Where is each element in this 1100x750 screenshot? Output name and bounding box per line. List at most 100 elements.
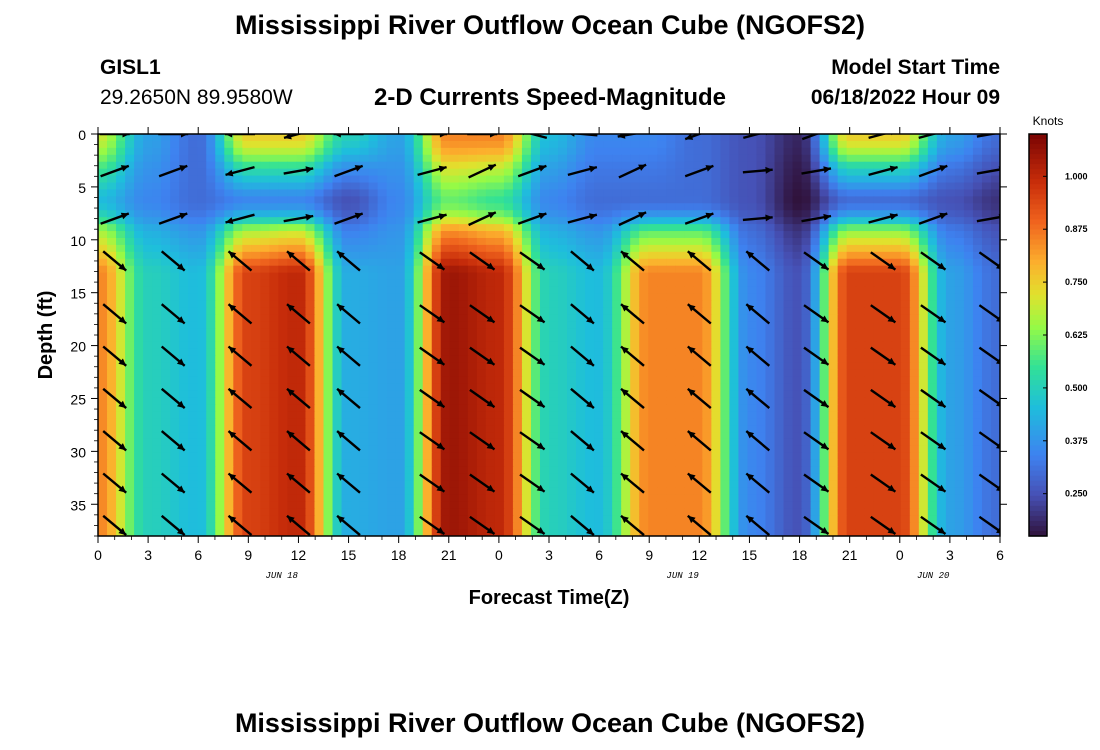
heatmap-cell xyxy=(909,425,920,433)
heatmap-cell xyxy=(567,279,577,288)
heatmap-cell xyxy=(693,321,703,329)
heatmap-cell xyxy=(107,272,117,281)
heatmap-cell xyxy=(395,210,406,218)
heatmap-cell xyxy=(693,237,703,246)
heatmap-cell xyxy=(323,335,334,343)
heatmap-cell xyxy=(314,203,325,211)
heatmap-cell xyxy=(197,265,207,274)
heatmap-cell xyxy=(170,411,180,419)
heatmap-cell xyxy=(639,425,649,433)
heatmap-cell xyxy=(576,314,586,322)
heatmap-cell xyxy=(197,473,207,482)
heatmap-cell xyxy=(440,425,451,433)
heatmap-cell xyxy=(314,335,325,343)
heatmap-cell xyxy=(107,265,117,274)
heatmap-cell xyxy=(521,459,532,468)
heatmap-cell xyxy=(530,459,541,468)
heatmap-cell xyxy=(116,362,126,371)
heatmap-cell xyxy=(404,272,415,281)
heatmap-cell xyxy=(188,189,198,197)
heatmap-cell xyxy=(485,217,496,225)
heatmap-cell xyxy=(530,383,541,392)
heatmap-cell xyxy=(711,265,721,274)
heatmap-cell xyxy=(98,473,108,482)
heatmap-cell xyxy=(936,445,947,454)
heatmap-cell xyxy=(503,445,514,454)
heatmap-cell xyxy=(909,217,920,225)
heatmap-cell xyxy=(359,432,370,440)
heatmap-cell xyxy=(476,154,487,163)
heatmap-cell xyxy=(116,425,126,433)
heatmap-cell xyxy=(558,376,568,385)
heatmap-cell xyxy=(648,432,658,440)
heatmap-cell xyxy=(395,217,406,225)
heatmap-cell xyxy=(503,265,514,274)
heatmap-cell xyxy=(278,231,289,239)
heatmap-cell xyxy=(882,452,893,461)
heatmap-cell xyxy=(873,473,884,482)
heatmap-cell xyxy=(639,466,649,475)
heatmap-cell xyxy=(125,265,135,274)
heatmap-cell xyxy=(954,203,965,211)
heatmap-cell xyxy=(368,231,379,239)
heatmap-cell xyxy=(729,452,740,461)
heatmap-cell xyxy=(404,328,415,336)
heatmap-cell xyxy=(675,466,685,475)
heatmap-cell xyxy=(864,175,875,184)
heatmap-cell xyxy=(945,279,956,288)
heatmap-cell xyxy=(684,161,694,170)
heatmap-cell xyxy=(431,175,442,184)
heatmap-cell xyxy=(711,251,721,260)
heatmap-cell xyxy=(693,182,703,191)
heatmap-cell xyxy=(98,265,108,274)
heatmap-cell xyxy=(134,265,144,274)
heatmap-cell xyxy=(729,231,740,239)
heatmap-cell xyxy=(260,473,270,482)
heatmap-cell xyxy=(630,217,640,225)
heatmap-cell xyxy=(143,438,153,447)
heatmap-cell xyxy=(278,244,289,253)
heatmap-cell xyxy=(224,203,234,211)
heatmap-cell xyxy=(125,314,135,322)
heatmap-cell xyxy=(720,203,730,211)
heatmap-cell xyxy=(476,237,487,246)
heatmap-cell xyxy=(242,425,252,433)
heatmap-cell xyxy=(251,397,261,405)
heatmap-cell xyxy=(630,189,640,197)
heatmap-cell xyxy=(855,376,866,385)
heatmap-cell xyxy=(765,203,776,211)
heatmap-cell xyxy=(783,224,794,232)
heatmap-cell xyxy=(576,459,586,468)
heatmap-cell xyxy=(558,189,568,197)
heatmap-cell xyxy=(549,404,559,412)
heatmap-cell xyxy=(305,293,316,301)
heatmap-cell xyxy=(296,231,307,239)
heatmap-cell xyxy=(359,397,370,405)
heatmap-cell xyxy=(368,161,379,170)
heatmap-cell xyxy=(828,432,839,440)
heatmap-cell xyxy=(891,362,902,371)
heatmap-cell xyxy=(467,134,478,142)
heatmap-cell xyxy=(539,279,550,288)
heatmap-cell xyxy=(963,335,974,343)
heatmap-cell xyxy=(711,348,721,357)
heatmap-cell xyxy=(819,196,830,204)
heatmap-cell xyxy=(837,307,848,315)
heatmap-cell xyxy=(639,328,649,336)
heatmap-cell xyxy=(873,452,884,461)
heatmap-cell xyxy=(350,390,361,398)
heatmap-cell xyxy=(233,390,243,398)
heatmap-cell xyxy=(278,293,289,301)
heatmap-cell xyxy=(828,425,839,433)
heatmap-cell xyxy=(278,182,289,191)
heatmap-cell xyxy=(341,196,352,204)
heatmap-cell xyxy=(594,293,604,301)
heatmap-cell xyxy=(558,258,568,267)
heatmap-cell xyxy=(666,438,676,447)
heatmap-cell xyxy=(630,134,640,142)
heatmap-cell xyxy=(684,383,694,392)
heatmap-cell xyxy=(449,314,460,322)
heatmap-cell xyxy=(594,279,604,288)
heatmap-cell xyxy=(927,147,938,156)
heatmap-cell xyxy=(594,445,604,454)
